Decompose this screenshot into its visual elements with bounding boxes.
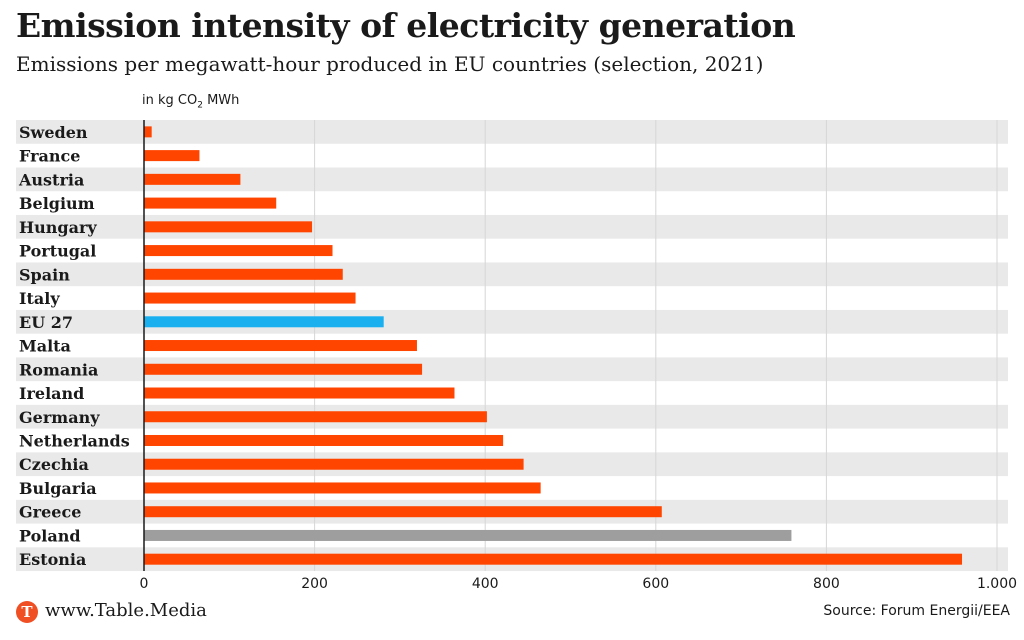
bar-germany — [144, 411, 487, 423]
category-label: Spain — [19, 265, 70, 284]
bar-austria — [144, 173, 241, 185]
bar-malta — [144, 340, 417, 352]
unit-label: in kg CO2 MWh — [142, 93, 240, 111]
category-label: Romania — [19, 360, 98, 379]
category-label: Austria — [18, 170, 84, 189]
category-label: Estonia — [19, 550, 86, 569]
category-label: Poland — [19, 526, 81, 545]
category-label: Greece — [19, 503, 81, 522]
bar-poland — [144, 529, 792, 541]
bar-czechia — [144, 458, 524, 470]
bar-chart: Sweden France Austria Belgium Hungary Portuga… — [16, 120, 1017, 592]
row-stripe — [16, 214, 1008, 239]
chart-subtitle: Emissions per megawatt-hour produced in … — [16, 52, 764, 76]
category-label: EU 27 — [19, 313, 73, 332]
category-label: Bulgaria — [19, 479, 97, 498]
row-stripe — [16, 404, 1008, 429]
category-label: Italy — [19, 289, 60, 308]
bar-bulgaria — [144, 482, 541, 494]
x-tick-label: 400 — [472, 576, 499, 592]
bar-romania — [144, 363, 423, 375]
row-stripe — [16, 309, 1008, 334]
bar-italy — [144, 292, 356, 304]
bar-hungary — [144, 221, 313, 233]
bar-estonia — [144, 553, 963, 565]
x-tick-label: 0 — [140, 576, 149, 592]
category-label: Sweden — [19, 123, 88, 142]
bar-france — [144, 150, 200, 162]
x-tick-label: 1.000 — [977, 576, 1017, 592]
category-label: Netherlands — [19, 431, 130, 450]
bar-belgium — [144, 197, 277, 209]
category-label: Germany — [19, 408, 100, 427]
table-media-logo: T — [16, 601, 38, 623]
bar-greece — [144, 506, 662, 518]
source-note: Source: Forum Energii/EEA — [823, 603, 1010, 619]
chart-title: Emission intensity of electricity genera… — [16, 6, 796, 45]
row-stripe — [16, 167, 1008, 192]
x-tick-label: 600 — [642, 576, 669, 592]
category-label: Czechia — [19, 455, 89, 474]
category-label: Belgium — [19, 194, 95, 213]
bar-sweden — [144, 126, 152, 138]
x-tick-label: 200 — [301, 576, 328, 592]
category-label: Hungary — [19, 218, 97, 237]
bar-eu-27 — [144, 316, 384, 328]
category-label: Ireland — [19, 384, 84, 403]
x-tick-label: 800 — [813, 576, 840, 592]
footer-site: www.Table.Media — [45, 600, 207, 621]
category-label: France — [19, 147, 80, 166]
row-stripe — [16, 357, 1008, 382]
category-label: Portugal — [19, 242, 96, 261]
bar-spain — [144, 268, 343, 280]
category-label: Malta — [19, 337, 71, 356]
bar-portugal — [144, 245, 333, 257]
row-stripe — [16, 120, 1008, 144]
bar-netherlands — [144, 434, 504, 446]
row-stripe — [16, 262, 1008, 287]
bar-ireland — [144, 387, 455, 399]
